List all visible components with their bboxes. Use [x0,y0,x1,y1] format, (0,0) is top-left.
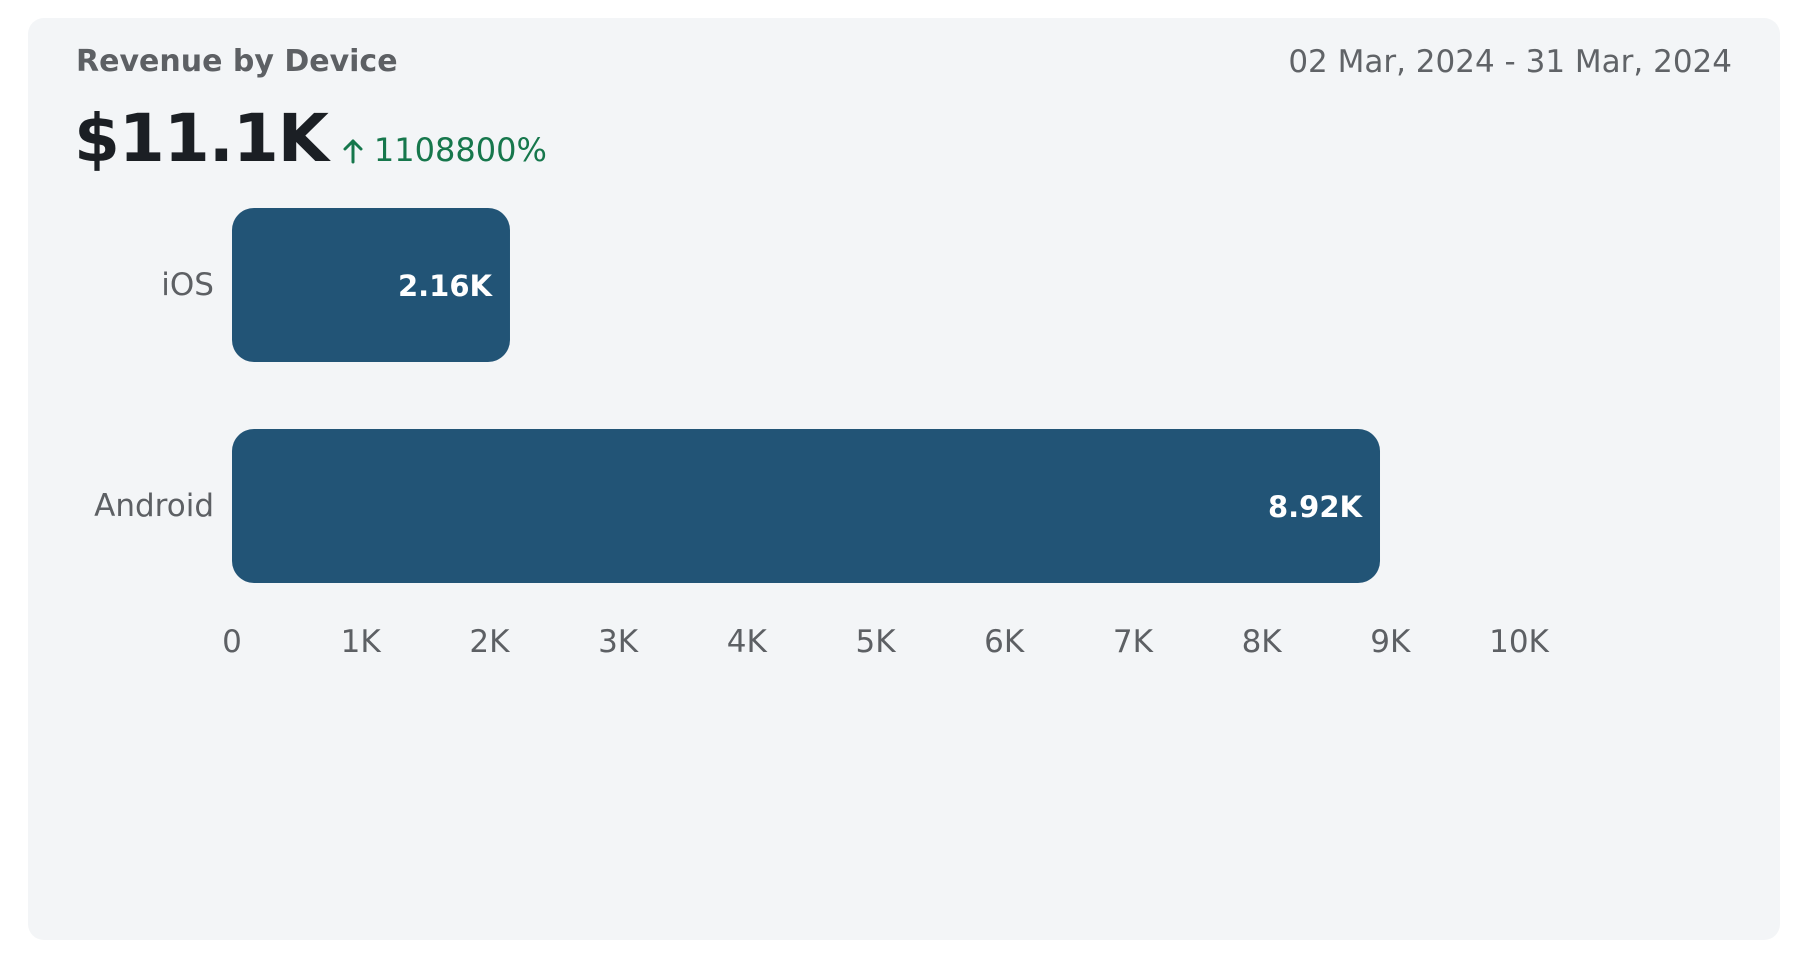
bar-value-label: 8.92K [1268,490,1364,524]
date-range: 02 Mar, 2024 - 31 Mar, 2024 [1288,44,1732,80]
kpi-change: 1108800% [342,131,547,169]
x-tick-label: 7K [1113,624,1154,660]
kpi-change-value: 1108800% [373,131,547,169]
kpi-row: $11.1K 1108800% [74,100,547,177]
revenue-by-device-card: Revenue by Device 02 Mar, 2024 - 31 Mar,… [28,18,1780,940]
value-axis: 0 1K 2K 3K 4K 5K 6K 7K 8K 9K 10K [222,624,1549,660]
bar-chart: 2.16K 8.92K iOS Android 0 1K 2K 3K 4K 5K 6K 7K 8K 9… [94,208,1550,660]
x-tick-label: 5K [855,624,896,660]
x-tick-label: 1K [341,624,382,660]
x-tick-label: 2K [469,624,510,660]
arrow-up-icon [343,139,363,164]
category-label-android: Android [94,488,214,524]
category-axis: iOS Android [94,267,214,524]
x-tick-label: 10K [1489,624,1549,660]
bar-value-label: 2.16K [398,269,494,303]
x-tick-label: 9K [1370,624,1411,660]
x-tick-label: 3K [598,624,639,660]
bars-layer: 2.16K 8.92K [232,208,1381,583]
x-tick-label: 4K [727,624,768,660]
x-tick-label: 8K [1242,624,1283,660]
x-tick-label: 0 [222,624,242,660]
bar-ios [232,208,510,362]
category-label-ios: iOS [161,267,214,303]
kpi-value: $11.1K [74,100,329,177]
bar-android [232,429,1381,583]
x-tick-label: 6K [984,624,1025,660]
card-title: Revenue by Device [76,44,398,79]
